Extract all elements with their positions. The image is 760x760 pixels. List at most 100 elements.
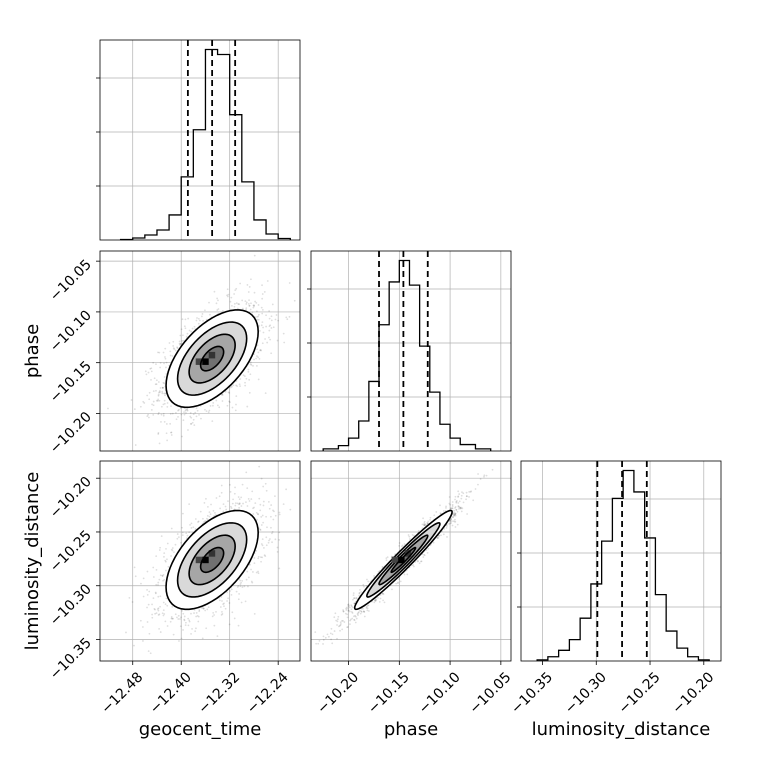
scatter-point <box>220 393 223 396</box>
scatter-point <box>214 512 216 514</box>
scatter-point <box>483 475 485 478</box>
scatter-point <box>277 319 280 322</box>
scatter-point <box>240 581 243 584</box>
scatter-point <box>247 576 250 579</box>
scatter-point <box>189 415 192 418</box>
scatter-point <box>147 371 150 374</box>
scatter-point <box>172 617 174 620</box>
scatter-point <box>154 612 156 615</box>
scatter-point <box>452 516 455 518</box>
scatter-point <box>172 340 175 343</box>
density-cell <box>208 550 216 557</box>
scatter-point <box>165 432 168 435</box>
scatter-point <box>131 601 134 603</box>
scatter-point <box>460 497 463 500</box>
scatter-point <box>201 637 204 640</box>
histogram-geocent_time <box>96 40 300 241</box>
scatter-point <box>157 584 159 586</box>
scatter-point <box>449 519 452 522</box>
scatter-point <box>445 507 447 509</box>
scatter-point <box>161 387 164 389</box>
scatter-point <box>200 606 203 609</box>
scatter-point <box>233 302 236 305</box>
scatter-point <box>451 501 454 503</box>
scatter-point <box>134 575 137 578</box>
scatter-point <box>233 617 236 620</box>
scatter-point <box>225 508 228 511</box>
scatter-point <box>420 560 422 563</box>
scatter-point <box>445 505 447 508</box>
scatter-point <box>418 562 421 565</box>
scatter-point <box>341 628 344 631</box>
scatter-point <box>349 619 351 622</box>
scatter-point <box>354 621 357 624</box>
scatter-point <box>153 607 156 610</box>
scatter-point <box>385 557 388 560</box>
scatter-point <box>197 615 200 618</box>
scatter-point <box>259 528 261 531</box>
scatter-point <box>238 503 240 506</box>
scatter-point <box>417 559 419 562</box>
scatter-point <box>458 493 461 495</box>
scatter-point <box>472 499 475 502</box>
scatter-point <box>181 534 184 537</box>
scatter-point <box>162 414 165 417</box>
scatter-point <box>248 500 251 502</box>
scatter-point <box>245 303 248 305</box>
axes-frame-geocent_time-phase <box>99 250 301 452</box>
scatter-point <box>252 304 255 307</box>
scatter-point <box>331 642 334 645</box>
scatter-point <box>456 523 459 526</box>
scatter-point <box>237 303 240 305</box>
scatter-point <box>162 403 165 406</box>
scatter-point <box>244 300 247 303</box>
scatter-point <box>213 614 216 616</box>
scatter-point <box>146 589 148 591</box>
histogram-phase <box>307 251 511 451</box>
scatter-point <box>251 490 254 493</box>
scatter-point <box>253 254 256 257</box>
scatter-point <box>157 413 160 416</box>
scatter-point <box>161 575 164 577</box>
density-cell <box>208 351 216 359</box>
scatter-point <box>423 522 426 525</box>
scatter-point <box>158 391 160 394</box>
scatter-point <box>255 301 258 304</box>
scatter-point <box>450 518 452 520</box>
scatter-point <box>151 603 153 606</box>
scatter-point <box>167 565 170 568</box>
scatter-point <box>188 620 191 623</box>
scatter-point <box>157 614 160 616</box>
scatter-point <box>144 370 147 373</box>
scatter-point <box>214 514 217 516</box>
scatter-point <box>265 314 267 317</box>
scatter-point <box>246 405 249 408</box>
scatter-point <box>253 305 255 308</box>
scatter-point <box>206 517 208 520</box>
scatter-point <box>317 642 320 645</box>
scatter-point <box>241 483 244 486</box>
density-cell <box>195 556 203 564</box>
scatter-point <box>128 454 130 456</box>
scatter-point <box>166 405 169 408</box>
scatter-point <box>468 490 471 493</box>
scatter-point <box>209 313 211 316</box>
scatter-point <box>253 291 256 294</box>
scatter-point <box>382 593 385 596</box>
scatter-point <box>265 515 267 518</box>
scatter-point <box>125 631 127 634</box>
scatter-point <box>178 342 181 345</box>
scatter-point <box>239 583 242 586</box>
scatter-point <box>451 507 454 510</box>
scatter-point <box>157 431 160 434</box>
scatter-point <box>235 395 238 397</box>
scatter-point <box>193 424 196 427</box>
density-cell <box>195 358 203 365</box>
scatter-point <box>257 570 259 573</box>
scatter-point <box>448 496 451 498</box>
scatter-point <box>182 629 184 631</box>
scatter-point <box>365 606 368 609</box>
scatter-point <box>227 597 229 600</box>
scatter-point <box>184 624 187 627</box>
scatter-point <box>336 637 338 640</box>
